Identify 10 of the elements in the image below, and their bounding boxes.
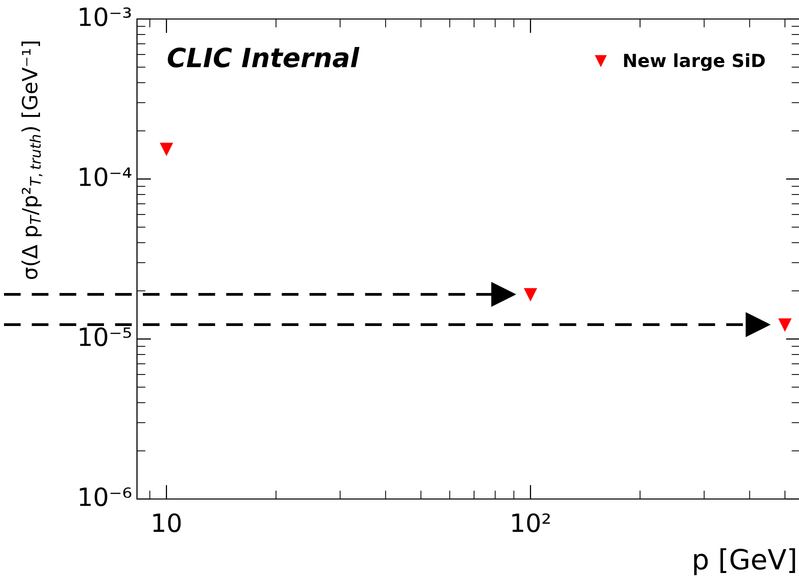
x-axis-title: p [GeV] xyxy=(694,548,796,576)
y-axis-title: σ(Δ p$_{T}$/p²$_{T,truth}$) [GeV⁻¹] xyxy=(21,42,42,280)
y-tick-label: 10⁻⁴ xyxy=(80,167,132,186)
y-tick-label: 10⁻³ xyxy=(80,7,131,26)
x-tick-label: 10² xyxy=(512,513,550,532)
y-tick-label: 10⁻⁵ xyxy=(80,327,131,346)
x-tick-label: 10 xyxy=(153,513,181,532)
y-tick-label: 10⁻⁶ xyxy=(80,487,132,506)
annotation: CLIC Internal xyxy=(168,47,360,68)
legend-label: New large SiD xyxy=(624,53,765,71)
